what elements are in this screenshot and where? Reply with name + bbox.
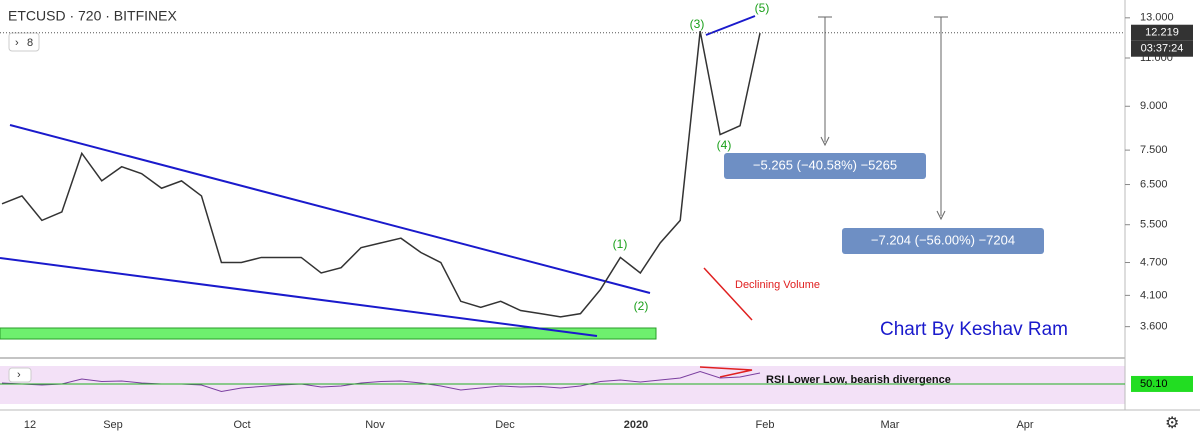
target-label: −5.265 (−40.58%) −5265: [753, 157, 897, 172]
time-tick-label: Apr: [1016, 419, 1033, 431]
price-tick-label: 9.000: [1140, 100, 1168, 112]
divergence-line: [705, 15, 756, 36]
time-tick-label: Feb: [756, 419, 775, 431]
indicator-count: 8: [27, 37, 33, 49]
countdown-label: 03:37:24: [1141, 43, 1184, 55]
wave-label: (4): [717, 138, 732, 152]
time-tick-label: Oct: [233, 419, 250, 431]
credit: Chart By Keshav Ram: [880, 319, 1068, 340]
arrow-head: [936, 210, 946, 221]
wave-label: (1): [613, 237, 628, 251]
price-tick-label: 6.500: [1140, 178, 1168, 190]
time-tick-label: 2020: [624, 419, 648, 431]
indicator-toggle[interactable]: [8, 32, 40, 52]
countdown-tag: [1131, 40, 1193, 57]
last-price-tag: [1131, 24, 1193, 41]
wave-label: (3): [690, 17, 705, 31]
rsi-band: [0, 366, 1125, 404]
target-label: −7.204 (−56.00%) −7204: [871, 232, 1015, 247]
settings-icon[interactable]: ⚙: [1165, 415, 1179, 432]
time-tick-label: Nov: [365, 419, 385, 431]
price-tick-label: 4.700: [1140, 256, 1168, 268]
support-zone: [0, 327, 657, 340]
time-tick-label: Mar: [881, 419, 900, 431]
time-tick-label: Dec: [495, 419, 515, 431]
last-price-label: 12.219: [1145, 27, 1179, 39]
trend-line: [0, 257, 598, 337]
rsi-level-label: 50.10: [1140, 378, 1168, 390]
wave-label: (2): [634, 299, 649, 313]
arrow-head: [820, 136, 830, 147]
price-tick-label: 5.500: [1140, 219, 1168, 231]
rsi-note: RSI Lower Low, bearish divergence: [766, 374, 951, 386]
target-box: [842, 228, 1044, 254]
time-tick-label: Sep: [103, 419, 123, 431]
target-box: [724, 153, 926, 179]
rsi-toggle[interactable]: [8, 367, 32, 383]
rsi-level-tag: [1131, 375, 1193, 392]
volume-note: Declining Volume: [735, 279, 820, 291]
symbol-title: ETCUSD · 720 · BITFINEX: [8, 8, 177, 24]
trend-line: [9, 124, 651, 294]
volume-trend: [703, 267, 753, 321]
toggle-caret: ›: [15, 37, 19, 49]
wave-label: (5): [755, 1, 770, 15]
price-tick-label: 13.000: [1140, 12, 1174, 24]
price-tick-label: 7.500: [1140, 144, 1168, 156]
time-tick-label: 12: [24, 419, 36, 431]
rsi-divergence: [699, 366, 753, 378]
rsi-line: [1, 370, 761, 393]
toggle-caret: ›: [17, 369, 21, 381]
price-tick-label: 3.600: [1140, 321, 1168, 333]
price-tick-label: 4.100: [1140, 289, 1168, 301]
price-line: [1, 30, 761, 318]
